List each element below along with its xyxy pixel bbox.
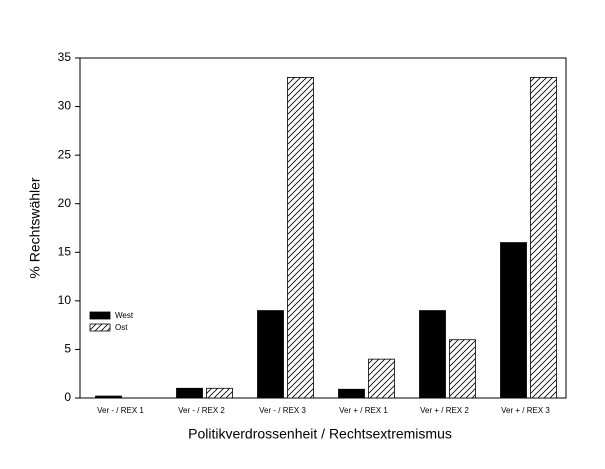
y-tick-label: 5 [64, 342, 71, 356]
y-tick-label: 25 [58, 147, 72, 161]
bar [206, 387, 233, 399]
x-tick-label: Ver - / REX 2 [178, 406, 225, 415]
bar [95, 395, 122, 399]
bar [176, 387, 203, 399]
y-tick-label: 0 [64, 390, 71, 404]
x-tick-label: Ver + / REX 2 [420, 406, 469, 415]
x-tick-label: Ver + / REX 1 [339, 406, 388, 415]
y-tick-label: 20 [58, 196, 72, 210]
legend-swatch [89, 311, 111, 320]
x-axis-label: Politikverdrossenheit / Rechtsextremismu… [188, 426, 452, 442]
x-tick-label: Ver + / REX 3 [501, 406, 550, 415]
bar [500, 242, 527, 399]
bar [287, 77, 314, 399]
bar [368, 358, 395, 399]
x-tick-label: Ver - / REX 1 [97, 406, 144, 415]
bar [530, 77, 557, 399]
legend-label: West [115, 311, 134, 320]
plot-frame [79, 57, 567, 399]
y-tick-label: 35 [58, 50, 72, 64]
legend-swatch [89, 323, 111, 332]
bar [449, 339, 476, 399]
bar [419, 310, 446, 399]
y-tick-label: 15 [58, 244, 72, 258]
bar [257, 310, 284, 399]
y-axis-label: % Rechtswähler [27, 177, 43, 278]
y-tick-label: 30 [58, 99, 72, 113]
x-tick-label: Ver - / REX 3 [259, 406, 306, 415]
legend-label: Ost [115, 323, 128, 332]
bar [338, 388, 365, 399]
y-tick-label: 10 [58, 293, 72, 307]
